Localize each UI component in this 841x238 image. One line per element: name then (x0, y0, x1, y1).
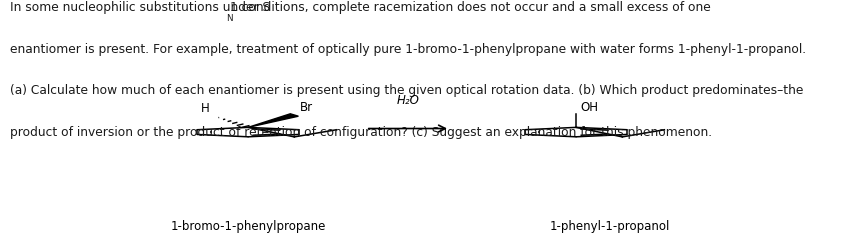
Text: In some nucleophilic substitutions under S: In some nucleophilic substitutions under… (10, 1, 270, 14)
Text: OH: OH (580, 101, 598, 114)
Text: 1-bromo-1-phenylpropane: 1-bromo-1-phenylpropane (171, 220, 325, 233)
Text: enantiomer is present. For example, treatment of optically pure 1-bromo-1-phenyl: enantiomer is present. For example, trea… (10, 43, 807, 56)
Text: N: N (225, 14, 232, 23)
Polygon shape (248, 114, 299, 127)
Text: H₂O: H₂O (396, 94, 420, 107)
Text: (a) Calculate how much of each enantiomer is present using the given optical rot: (a) Calculate how much of each enantiome… (10, 84, 803, 98)
Text: 1-phenyl-1-propanol: 1-phenyl-1-propanol (549, 220, 670, 233)
Text: H: H (201, 103, 209, 115)
Text: Br: Br (300, 101, 314, 114)
Text: 1 conditions, complete racemization does not occur and a small excess of one: 1 conditions, complete racemization does… (230, 1, 711, 14)
Text: product of inversion or the product of retention of configuration? (c) Suggest a: product of inversion or the product of r… (10, 126, 712, 139)
